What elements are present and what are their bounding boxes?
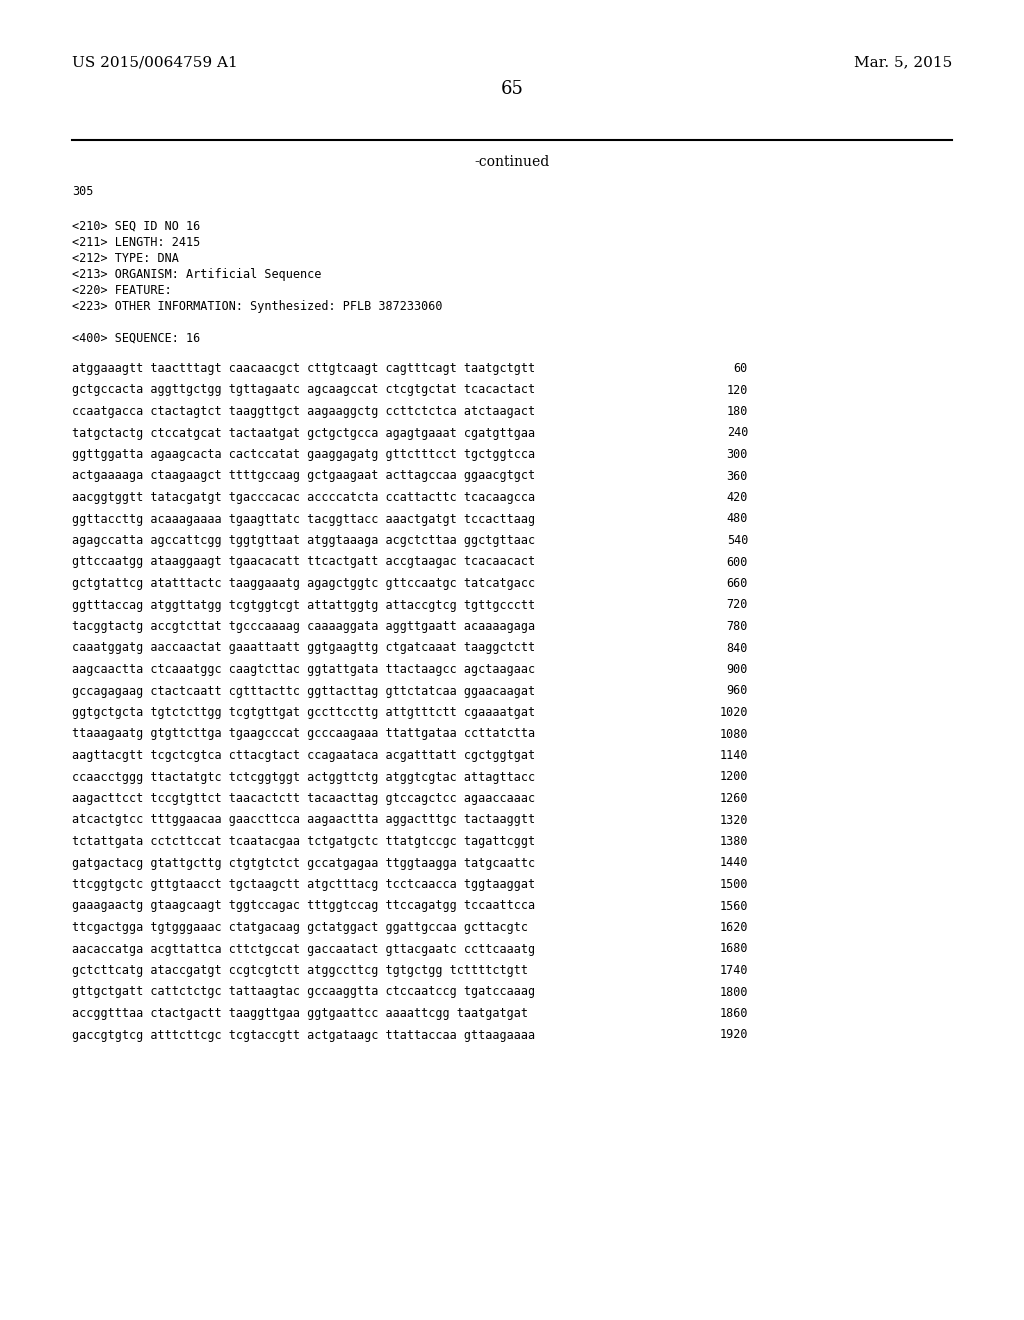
Text: 480: 480 xyxy=(727,512,748,525)
Text: actgaaaaga ctaagaagct ttttgccaag gctgaagaat acttagccaa ggaacgtgct: actgaaaaga ctaagaagct ttttgccaag gctgaag… xyxy=(72,470,536,483)
Text: ggtttaccag atggttatgg tcgtggtcgt attattggtg attaccgtcg tgttgccctt: ggtttaccag atggttatgg tcgtggtcgt attattg… xyxy=(72,598,536,611)
Text: 60: 60 xyxy=(734,362,748,375)
Text: gccagagaag ctactcaatt cgtttacttc ggttacttag gttctatcaa ggaacaagat: gccagagaag ctactcaatt cgtttacttc ggttact… xyxy=(72,685,536,697)
Text: <223> OTHER INFORMATION: Synthesized: PFLB 387233060: <223> OTHER INFORMATION: Synthesized: PF… xyxy=(72,300,442,313)
Text: <212> TYPE: DNA: <212> TYPE: DNA xyxy=(72,252,179,265)
Text: 900: 900 xyxy=(727,663,748,676)
Text: aagcaactta ctcaaatggc caagtcttac ggtattgata ttactaagcc agctaagaac: aagcaactta ctcaaatggc caagtcttac ggtattg… xyxy=(72,663,536,676)
Text: gttgctgatt cattctctgc tattaagtac gccaaggtta ctccaatccg tgatccaaag: gttgctgatt cattctctgc tattaagtac gccaagg… xyxy=(72,986,536,998)
Text: Mar. 5, 2015: Mar. 5, 2015 xyxy=(854,55,952,69)
Text: tctattgata cctcttccat tcaatacgaa tctgatgctc ttatgtccgc tagattcggt: tctattgata cctcttccat tcaatacgaa tctgatg… xyxy=(72,836,536,847)
Text: gttccaatgg ataaggaagt tgaacacatt ttcactgatt accgtaagac tcacaacact: gttccaatgg ataaggaagt tgaacacatt ttcactg… xyxy=(72,556,536,569)
Text: 1320: 1320 xyxy=(720,813,748,826)
Text: 1620: 1620 xyxy=(720,921,748,935)
Text: 1200: 1200 xyxy=(720,771,748,784)
Text: 1920: 1920 xyxy=(720,1028,748,1041)
Text: 1380: 1380 xyxy=(720,836,748,847)
Text: atggaaagtt taactttagt caacaacgct cttgtcaagt cagtttcagt taatgctgtt: atggaaagtt taactttagt caacaacgct cttgtca… xyxy=(72,362,536,375)
Text: 1560: 1560 xyxy=(720,899,748,912)
Text: 305: 305 xyxy=(72,185,93,198)
Text: 960: 960 xyxy=(727,685,748,697)
Text: 180: 180 xyxy=(727,405,748,418)
Text: gctcttcatg ataccgatgt ccgtcgtctt atggccttcg tgtgctgg tcttttctgtt: gctcttcatg ataccgatgt ccgtcgtctt atggcct… xyxy=(72,964,528,977)
Text: ccaatgacca ctactagtct taaggttgct aagaaggctg ccttctctca atctaagact: ccaatgacca ctactagtct taaggttgct aagaagg… xyxy=(72,405,536,418)
Text: ttcggtgctc gttgtaacct tgctaagctt atgctttacg tcctcaacca tggtaaggat: ttcggtgctc gttgtaacct tgctaagctt atgcttt… xyxy=(72,878,536,891)
Text: ttcgactgga tgtgggaaac ctatgacaag gctatggact ggattgccaa gcttacgtc: ttcgactgga tgtgggaaac ctatgacaag gctatgg… xyxy=(72,921,528,935)
Text: ccaacctggg ttactatgtc tctcggtggt actggttctg atggtcgtac attagttacc: ccaacctggg ttactatgtc tctcggtggt actggtt… xyxy=(72,771,536,784)
Text: 65: 65 xyxy=(501,81,523,98)
Text: ggttaccttg acaaagaaaa tgaagttatc tacggttacc aaactgatgt tccacttaag: ggttaccttg acaaagaaaa tgaagttatc tacggtt… xyxy=(72,512,536,525)
Text: 720: 720 xyxy=(727,598,748,611)
Text: 1140: 1140 xyxy=(720,748,748,762)
Text: ggttggatta agaagcacta cactccatat gaaggagatg gttctttcct tgctggtcca: ggttggatta agaagcacta cactccatat gaaggag… xyxy=(72,447,536,461)
Text: 1680: 1680 xyxy=(720,942,748,956)
Text: 780: 780 xyxy=(727,620,748,634)
Text: aacaccatga acgttattca cttctgccat gaccaatact gttacgaatc ccttcaaatg: aacaccatga acgttattca cttctgccat gaccaat… xyxy=(72,942,536,956)
Text: 120: 120 xyxy=(727,384,748,396)
Text: gctgccacta aggttgctgg tgttagaatc agcaagccat ctcgtgctat tcacactact: gctgccacta aggttgctgg tgttagaatc agcaagc… xyxy=(72,384,536,396)
Text: caaatggatg aaccaactat gaaattaatt ggtgaagttg ctgatcaaat taaggctctt: caaatggatg aaccaactat gaaattaatt ggtgaag… xyxy=(72,642,536,655)
Text: US 2015/0064759 A1: US 2015/0064759 A1 xyxy=(72,55,238,69)
Text: 240: 240 xyxy=(727,426,748,440)
Text: 1800: 1800 xyxy=(720,986,748,998)
Text: ttaaagaatg gtgttcttga tgaagcccat gcccaagaaa ttattgataa ccttatctta: ttaaagaatg gtgttcttga tgaagcccat gcccaag… xyxy=(72,727,536,741)
Text: gatgactacg gtattgcttg ctgtgtctct gccatgagaa ttggtaagga tatgcaattc: gatgactacg gtattgcttg ctgtgtctct gccatga… xyxy=(72,857,536,870)
Text: accggtttaa ctactgactt taaggttgaa ggtgaattcc aaaattcgg taatgatgat: accggtttaa ctactgactt taaggttgaa ggtgaat… xyxy=(72,1007,528,1020)
Text: 1860: 1860 xyxy=(720,1007,748,1020)
Text: 1020: 1020 xyxy=(720,706,748,719)
Text: <400> SEQUENCE: 16: <400> SEQUENCE: 16 xyxy=(72,333,201,345)
Text: gctgtattcg atatttactc taaggaaatg agagctggtc gttccaatgc tatcatgacc: gctgtattcg atatttactc taaggaaatg agagctg… xyxy=(72,577,536,590)
Text: 1740: 1740 xyxy=(720,964,748,977)
Text: <210> SEQ ID NO 16: <210> SEQ ID NO 16 xyxy=(72,220,201,234)
Text: 840: 840 xyxy=(727,642,748,655)
Text: 1500: 1500 xyxy=(720,878,748,891)
Text: tacggtactg accgtcttat tgcccaaaag caaaaggata aggttgaatt acaaaagaga: tacggtactg accgtcttat tgcccaaaag caaaagg… xyxy=(72,620,536,634)
Text: <220> FEATURE:: <220> FEATURE: xyxy=(72,284,172,297)
Text: 1440: 1440 xyxy=(720,857,748,870)
Text: 660: 660 xyxy=(727,577,748,590)
Text: -continued: -continued xyxy=(474,154,550,169)
Text: aacggtggtt tatacgatgt tgacccacac accccatcta ccattacttc tcacaagcca: aacggtggtt tatacgatgt tgacccacac accccat… xyxy=(72,491,536,504)
Text: gaccgtgtcg atttcttcgc tcgtaccgtt actgataagc ttattaccaa gttaagaaaa: gaccgtgtcg atttcttcgc tcgtaccgtt actgata… xyxy=(72,1028,536,1041)
Text: 600: 600 xyxy=(727,556,748,569)
Text: aagttacgtt tcgctcgtca cttacgtact ccagaataca acgatttatt cgctggtgat: aagttacgtt tcgctcgtca cttacgtact ccagaat… xyxy=(72,748,536,762)
Text: atcactgtcc tttggaacaa gaaccttcca aagaacttta aggactttgc tactaaggtt: atcactgtcc tttggaacaa gaaccttcca aagaact… xyxy=(72,813,536,826)
Text: 1080: 1080 xyxy=(720,727,748,741)
Text: gaaagaactg gtaagcaagt tggtccagac tttggtccag ttccagatgg tccaattcca: gaaagaactg gtaagcaagt tggtccagac tttggtc… xyxy=(72,899,536,912)
Text: aagacttcct tccgtgttct taacactctt tacaacttag gtccagctcc agaaccaaac: aagacttcct tccgtgttct taacactctt tacaact… xyxy=(72,792,536,805)
Text: 540: 540 xyxy=(727,535,748,546)
Text: 420: 420 xyxy=(727,491,748,504)
Text: <213> ORGANISM: Artificial Sequence: <213> ORGANISM: Artificial Sequence xyxy=(72,268,322,281)
Text: 1260: 1260 xyxy=(720,792,748,805)
Text: ggtgctgcta tgtctcttgg tcgtgttgat gccttccttg attgtttctt cgaaaatgat: ggtgctgcta tgtctcttgg tcgtgttgat gccttcc… xyxy=(72,706,536,719)
Text: tatgctactg ctccatgcat tactaatgat gctgctgcca agagtgaaat cgatgttgaa: tatgctactg ctccatgcat tactaatgat gctgctg… xyxy=(72,426,536,440)
Text: agagccatta agccattcgg tggtgttaat atggtaaaga acgctcttaa ggctgttaac: agagccatta agccattcgg tggtgttaat atggtaa… xyxy=(72,535,536,546)
Text: 300: 300 xyxy=(727,447,748,461)
Text: 360: 360 xyxy=(727,470,748,483)
Text: <211> LENGTH: 2415: <211> LENGTH: 2415 xyxy=(72,236,201,249)
